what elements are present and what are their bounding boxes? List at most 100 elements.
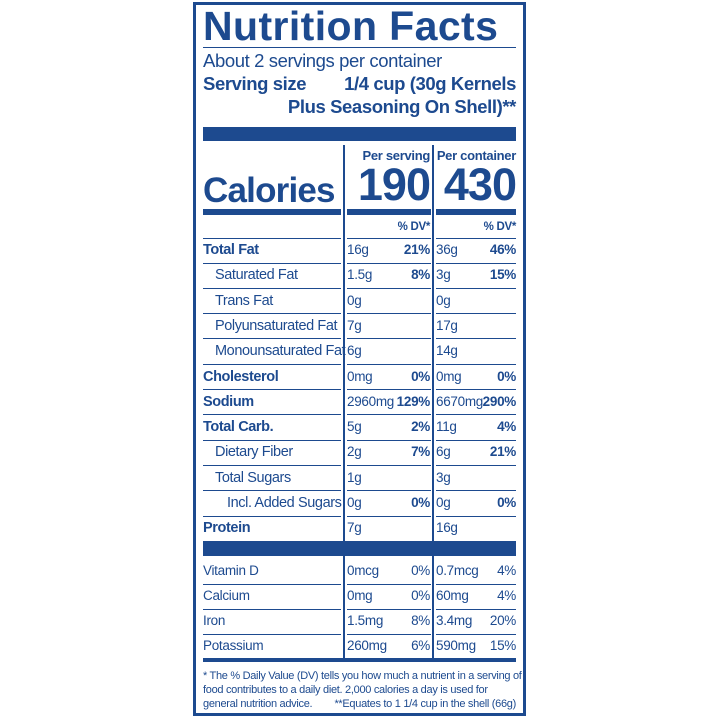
row-rule: [203, 414, 341, 416]
row-rule: [347, 338, 431, 340]
amount: 6670mg: [436, 393, 483, 409]
row-rule: [203, 313, 341, 315]
amount: 3g: [436, 469, 451, 485]
dv-header: % DV*: [397, 221, 431, 233]
amount: 1g: [347, 469, 362, 485]
daily-value: 4%: [497, 419, 516, 435]
daily-value: 15%: [489, 638, 516, 653]
nutrition-label: [193, 2, 526, 716]
row-rule: [203, 583, 341, 585]
daily-value: 8%: [411, 613, 430, 628]
daily-value: 290%: [482, 393, 517, 409]
amount: 0mg: [436, 368, 462, 384]
amount: 0mg: [347, 368, 373, 384]
row-rule: [436, 313, 516, 315]
dv-header: % DV*: [483, 221, 517, 233]
title-rule: [203, 47, 516, 48]
nutrient-name: Polyunsaturated Fat: [215, 317, 338, 334]
column-header: Per container: [436, 148, 516, 163]
nutrient-name: Cholesterol: [203, 368, 279, 385]
amount: 0g: [347, 495, 362, 510]
row-rule: [203, 515, 341, 517]
row-rule: [347, 464, 431, 466]
row-rule: [203, 633, 341, 635]
serving-size: 1/4 cup (30g Kernels: [344, 73, 516, 94]
daily-value: 4%: [497, 563, 516, 578]
row-rule: [347, 389, 431, 390]
daily-value: 20%: [489, 613, 516, 628]
row-rule: [436, 363, 516, 365]
amount: 2g: [347, 444, 362, 460]
nutrient-name: Total Carb.: [203, 419, 274, 436]
row-rule: [436, 439, 516, 441]
row-rule: [436, 515, 516, 517]
serving-size-label: Serving size: [203, 73, 307, 94]
amount: 1.5mg: [347, 613, 384, 628]
row-rule: [347, 439, 431, 441]
row-rule: [203, 262, 341, 264]
row-rule: [347, 414, 431, 416]
vitamin-name: Iron: [203, 613, 226, 628]
row-rule: [436, 633, 516, 635]
calories-label: Calories: [203, 171, 336, 210]
row-rule: [203, 490, 341, 492]
column-header: Per serving: [362, 148, 430, 163]
amount: 0mg: [347, 588, 373, 603]
row-rule: [203, 439, 341, 441]
amount: 590mg: [436, 638, 476, 653]
thick-bar: [203, 541, 516, 556]
nutrient-name: Total Fat: [203, 242, 259, 258]
daily-value: 0%: [497, 368, 516, 384]
daily-value: 2%: [411, 419, 430, 435]
amount: 5g: [347, 419, 362, 435]
amount: 16g: [436, 520, 458, 536]
amount: 1.5g: [347, 267, 373, 283]
amount: 7g: [347, 520, 362, 536]
amount: 36g: [436, 242, 458, 257]
row-rule: [347, 287, 431, 289]
row-rule: [347, 515, 431, 517]
row-rule: [436, 238, 516, 239]
nutrient-name: Sodium: [203, 393, 254, 410]
row-rule: [203, 363, 341, 365]
amount: 11g: [436, 419, 457, 435]
row-rule: [203, 338, 341, 340]
medium-rule: [203, 658, 516, 662]
daily-value: 0%: [497, 495, 516, 510]
footnote: * The % Daily Value (DV) tells you how m…: [203, 670, 522, 682]
row-rule: [347, 490, 431, 492]
row-rule: [436, 262, 516, 264]
row-rule: [436, 608, 516, 610]
daily-value: 0%: [411, 495, 430, 510]
amount: 2960mg: [347, 393, 394, 409]
row-rule: [436, 414, 516, 416]
nutrient-name: Trans Fat: [215, 292, 273, 309]
amount: 60mg: [436, 588, 469, 603]
servings: About 2 servings per container: [203, 50, 442, 71]
nutrient-name: Monounsaturated Fat: [215, 343, 346, 360]
amount: 17g: [436, 317, 458, 333]
daily-value: 8%: [411, 267, 430, 283]
daily-value: 21%: [403, 242, 430, 257]
amount: 0g: [347, 292, 362, 308]
daily-value: 4%: [497, 588, 516, 603]
row-rule: [436, 490, 516, 492]
row-rule: [436, 464, 516, 466]
row-rule: [203, 464, 341, 466]
nutrient-name: Total Sugars: [215, 469, 291, 486]
amount: 16g: [347, 242, 369, 257]
row-rule: [203, 287, 341, 289]
calories-value: 190: [357, 159, 431, 210]
column-divider: [432, 145, 434, 659]
thick-bar: [203, 127, 516, 141]
amount: 6g: [436, 444, 451, 460]
row-rule: [347, 313, 431, 315]
amount: 3.4mg: [436, 613, 473, 628]
daily-value: 0%: [411, 588, 430, 603]
amount: 0mcg: [347, 563, 379, 578]
vitamin-name: Potassium: [203, 638, 264, 653]
row-rule: [347, 238, 431, 239]
column-divider: [343, 145, 345, 659]
row-rule: [203, 608, 341, 610]
nutrient-name: Dietary Fiber: [215, 444, 293, 461]
